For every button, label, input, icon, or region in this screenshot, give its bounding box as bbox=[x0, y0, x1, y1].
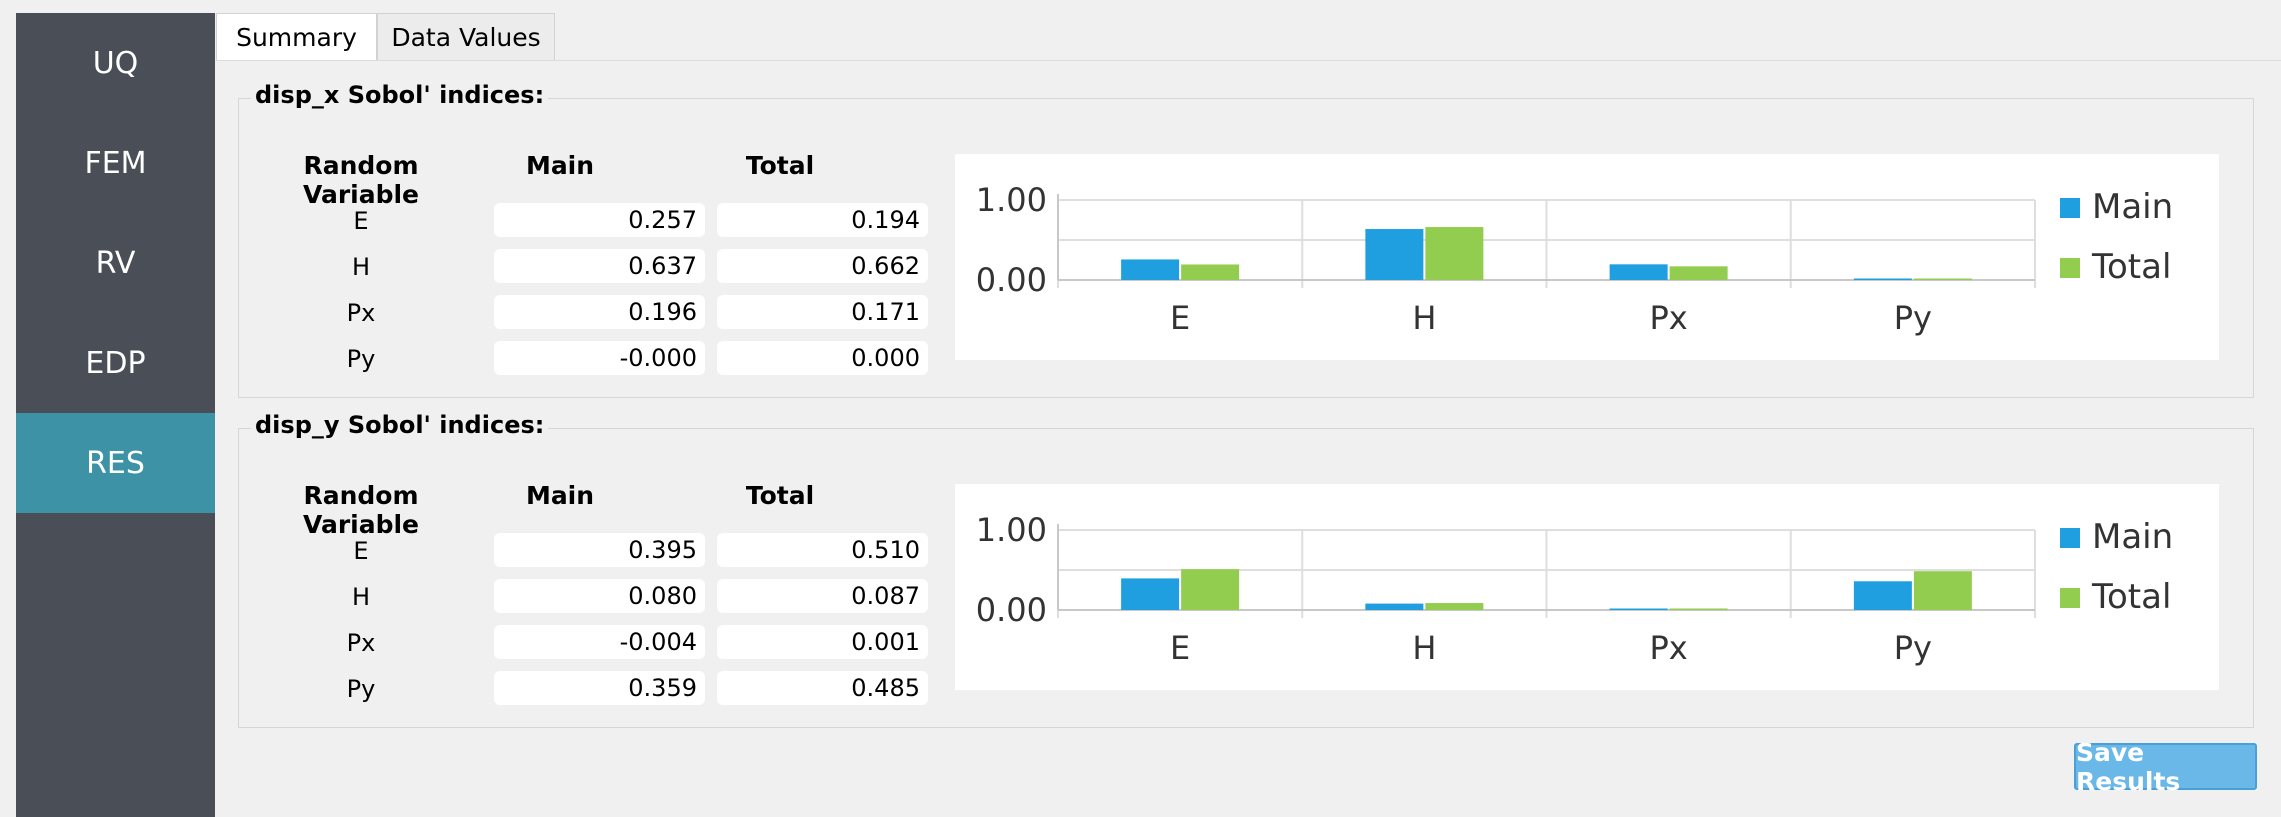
x-tick-label: H bbox=[1412, 299, 1436, 337]
bar-main-h bbox=[1365, 229, 1424, 280]
total-index-field: 0.000 bbox=[717, 341, 928, 375]
main-index-field: -0.000 bbox=[494, 341, 705, 375]
legend-swatch bbox=[2060, 198, 2080, 218]
x-tick-label: Py bbox=[1894, 629, 1932, 667]
main-index-field: -0.004 bbox=[494, 625, 705, 659]
total-index-field: 0.510 bbox=[717, 533, 928, 567]
bar-total-h bbox=[1425, 227, 1484, 280]
column-header-random-variable: Random Variable bbox=[302, 481, 420, 539]
rv-label: E bbox=[353, 537, 369, 565]
main-index-field: 0.080 bbox=[494, 579, 705, 613]
legend-swatch bbox=[2060, 528, 2080, 548]
rv-label: Py bbox=[346, 675, 376, 703]
tab-label: Summary bbox=[236, 23, 357, 52]
save-results-button[interactable]: Save Results bbox=[2074, 738, 2257, 796]
sidebar-item-label: FEM bbox=[84, 145, 147, 181]
bar-total-py bbox=[1913, 571, 1972, 610]
bar-main-e bbox=[1121, 259, 1180, 280]
main-index-field: 0.196 bbox=[494, 295, 705, 329]
total-index-field: 0.194 bbox=[717, 203, 928, 237]
total-index-field: 0.001 bbox=[717, 625, 928, 659]
y-tick-label: 0.00 bbox=[976, 591, 1047, 629]
bar-main-h bbox=[1365, 603, 1424, 610]
x-tick-label: H bbox=[1412, 629, 1436, 667]
x-tick-label: Px bbox=[1650, 299, 1688, 337]
bar-total-h bbox=[1425, 603, 1484, 610]
panel-title: disp_y Sobol' indices: bbox=[251, 411, 549, 439]
sidebar-item-uq[interactable]: UQ bbox=[16, 13, 215, 113]
column-header-main: Main bbox=[525, 151, 595, 180]
bar-total-e bbox=[1181, 569, 1240, 610]
legend-label: Main bbox=[2092, 187, 2173, 227]
sidebar-item-edp[interactable]: EDP bbox=[16, 313, 215, 413]
sidebar: UQ FEM RV EDP RES bbox=[16, 13, 215, 817]
total-index-field: 0.485 bbox=[717, 671, 928, 705]
column-header-total: Total bbox=[745, 481, 815, 510]
sidebar-item-label: UQ bbox=[92, 45, 139, 81]
y-tick-label: 0.00 bbox=[976, 261, 1047, 299]
rv-label: Px bbox=[346, 299, 376, 327]
legend-label: Main bbox=[2092, 517, 2173, 557]
x-tick-label: E bbox=[1170, 629, 1190, 667]
sidebar-item-fem[interactable]: FEM bbox=[16, 113, 215, 213]
main-index-field: 0.257 bbox=[494, 203, 705, 237]
x-tick-label: Px bbox=[1650, 629, 1688, 667]
panel-title: disp_x Sobol' indices: bbox=[251, 81, 549, 109]
y-tick-label: 1.00 bbox=[976, 181, 1047, 219]
y-tick-label: 1.00 bbox=[976, 511, 1047, 549]
tab-bar: Summary Data Values bbox=[216, 13, 2281, 61]
save-results-label: Save Results bbox=[2076, 737, 2181, 796]
tab-data-values[interactable]: Data Values bbox=[377, 13, 555, 61]
legend-swatch bbox=[2060, 258, 2080, 278]
column-header-total: Total bbox=[745, 151, 815, 180]
sidebar-item-label: RV bbox=[95, 245, 136, 281]
sobol-panel-disp-x: disp_x Sobol' indices: Random Variable M… bbox=[238, 81, 2254, 398]
tab-divider bbox=[216, 60, 2281, 61]
bar-main-px bbox=[1609, 608, 1668, 610]
column-header-random-variable: Random Variable bbox=[302, 151, 420, 209]
sidebar-item-label: EDP bbox=[85, 345, 146, 381]
main-index-field: 0.395 bbox=[494, 533, 705, 567]
column-header-main: Main bbox=[525, 481, 595, 510]
bar-main-py bbox=[1853, 581, 1912, 610]
chart-svg: 1.00 0.00 E H Px Py Main Total bbox=[976, 511, 2173, 667]
bar-total-e bbox=[1181, 264, 1240, 280]
x-tick-label: Py bbox=[1894, 299, 1932, 337]
bar-total-px bbox=[1669, 608, 1728, 610]
main-index-field: 0.359 bbox=[494, 671, 705, 705]
sidebar-item-label: RES bbox=[86, 445, 145, 481]
bar-main-px bbox=[1609, 264, 1668, 280]
total-index-field: 0.662 bbox=[717, 249, 928, 283]
bar-main-e bbox=[1121, 578, 1180, 610]
sobol-bar-chart-disp-y: 1.00 0.00 E H Px Py Main Total bbox=[955, 484, 2219, 690]
rv-label: H bbox=[351, 253, 371, 281]
main-index-field: 0.637 bbox=[494, 249, 705, 283]
total-index-field: 0.171 bbox=[717, 295, 928, 329]
rv-label: Px bbox=[346, 629, 376, 657]
legend-swatch bbox=[2060, 588, 2080, 608]
chart-svg: 1.00 0.00 E H Px Py Main Total bbox=[976, 181, 2173, 337]
sobol-bar-chart-disp-x: 1.00 0.00 E H Px Py Main Total bbox=[955, 154, 2219, 360]
tab-summary[interactable]: Summary bbox=[216, 13, 377, 61]
bar-total-px bbox=[1669, 266, 1728, 280]
total-index-field: 0.087 bbox=[717, 579, 928, 613]
legend-label: Total bbox=[2091, 577, 2171, 617]
tab-label: Data Values bbox=[391, 23, 541, 52]
bar-total-py bbox=[1913, 278, 1972, 280]
sidebar-item-res[interactable]: RES bbox=[16, 413, 215, 513]
rv-label: E bbox=[353, 207, 369, 235]
rv-label: Py bbox=[346, 345, 376, 373]
bar-main-py bbox=[1853, 278, 1912, 280]
legend-label: Total bbox=[2091, 247, 2171, 287]
sidebar-item-rv[interactable]: RV bbox=[16, 213, 215, 313]
rv-label: H bbox=[351, 583, 371, 611]
sobol-panel-disp-y: disp_y Sobol' indices: Random Variable M… bbox=[238, 411, 2254, 728]
x-tick-label: E bbox=[1170, 299, 1190, 337]
